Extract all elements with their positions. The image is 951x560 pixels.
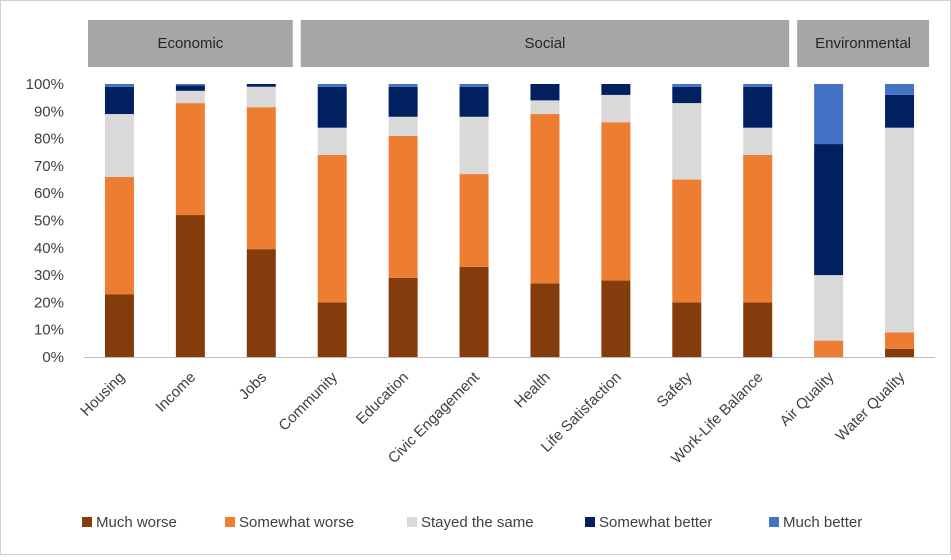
bar-segment [388,116,418,136]
legend-swatch [225,517,235,527]
y-tick-label: 70% [34,158,64,175]
legend-swatch [585,517,595,527]
bar-segment [814,275,844,341]
bar-segment [246,86,276,108]
bar-segment [317,302,347,357]
bar-segment [743,154,773,303]
legend-swatch [407,517,417,527]
group-header-label: Environmental [815,35,911,52]
bar-segment [317,86,347,128]
group-header-label: Economic [157,35,223,52]
group-header-box [797,20,929,67]
y-tick-label: 60% [34,185,64,202]
bar-segment [672,179,702,303]
bar-segment [530,84,560,101]
bar-segment [104,84,134,87]
group-header-box [300,20,790,67]
legend-label: Much better [783,514,862,531]
y-tick-label: 20% [34,294,64,311]
bar-segment [672,86,702,104]
bar-segment [672,103,702,180]
legend-label: Somewhat better [599,514,712,531]
bar-segment [530,100,560,115]
bars [104,84,915,357]
bar-segment [175,215,205,357]
bar-segment [601,94,631,123]
bar-segment [459,266,489,357]
bar-segment [459,174,489,267]
bar-segment [317,154,347,303]
bar-segment [246,84,276,87]
bar-segment [672,302,702,357]
bar-segment [175,85,205,91]
bar-segment [246,249,276,357]
y-axis: 0% 10% 20% 30% 40% 50% 60% 70% 80% 90% 100% [26,76,64,366]
bar-segment [601,280,631,357]
bar-segment [104,176,134,295]
group-header-label: Social [525,35,566,52]
bar-segment [885,332,915,349]
legend-swatch [82,517,92,527]
bar-segment [601,122,631,281]
bar-segment [885,127,915,333]
bar-segment [459,116,489,175]
y-tick-label: 80% [34,131,64,148]
bar-segment [459,86,489,117]
legend-label: Stayed the same [421,514,534,531]
y-tick-label: 90% [34,103,64,120]
bar-segment [885,348,915,357]
group-header-box [88,20,293,67]
bar-segment [388,135,418,278]
bar-segment [530,114,560,284]
bar-segment [175,90,205,104]
legend: Much worse Somewhat worse Stayed the same S… [82,514,862,531]
bar-segment [388,84,418,87]
bar-segment [814,144,844,276]
bar-segment [246,107,276,250]
bar-segment [743,302,773,357]
group-headers: Economic Social Environmental [88,20,929,67]
bar-segment [743,127,773,155]
bar-segment [530,283,560,357]
bar-segment [317,127,347,155]
bar-segment [104,86,134,115]
legend-label: Much worse [96,514,177,531]
bar-segment [601,84,631,95]
bar-segment [814,340,844,357]
bar-segment [175,103,205,216]
bar-segment [388,86,418,117]
bar-segment [317,84,347,87]
legend-label: Somewhat worse [239,514,354,531]
y-tick-label: 50% [34,213,64,230]
y-tick-label: 40% [34,240,64,257]
legend-swatch [769,517,779,527]
bar-segment [814,84,844,145]
bar-segment [104,114,134,177]
bar-segment [885,84,915,95]
bar-segment [743,84,773,87]
bar-segment [388,277,418,357]
bar-segment [885,94,915,128]
bar-segment [743,86,773,128]
y-tick-label: 10% [34,322,64,339]
bar-segment [459,84,489,87]
bar-segment [672,84,702,87]
bar-segment [104,294,134,357]
y-tick-label: 100% [26,76,64,93]
bar-segment [175,84,205,86]
y-tick-label: 30% [34,267,64,284]
y-tick-label: 0% [42,349,64,366]
